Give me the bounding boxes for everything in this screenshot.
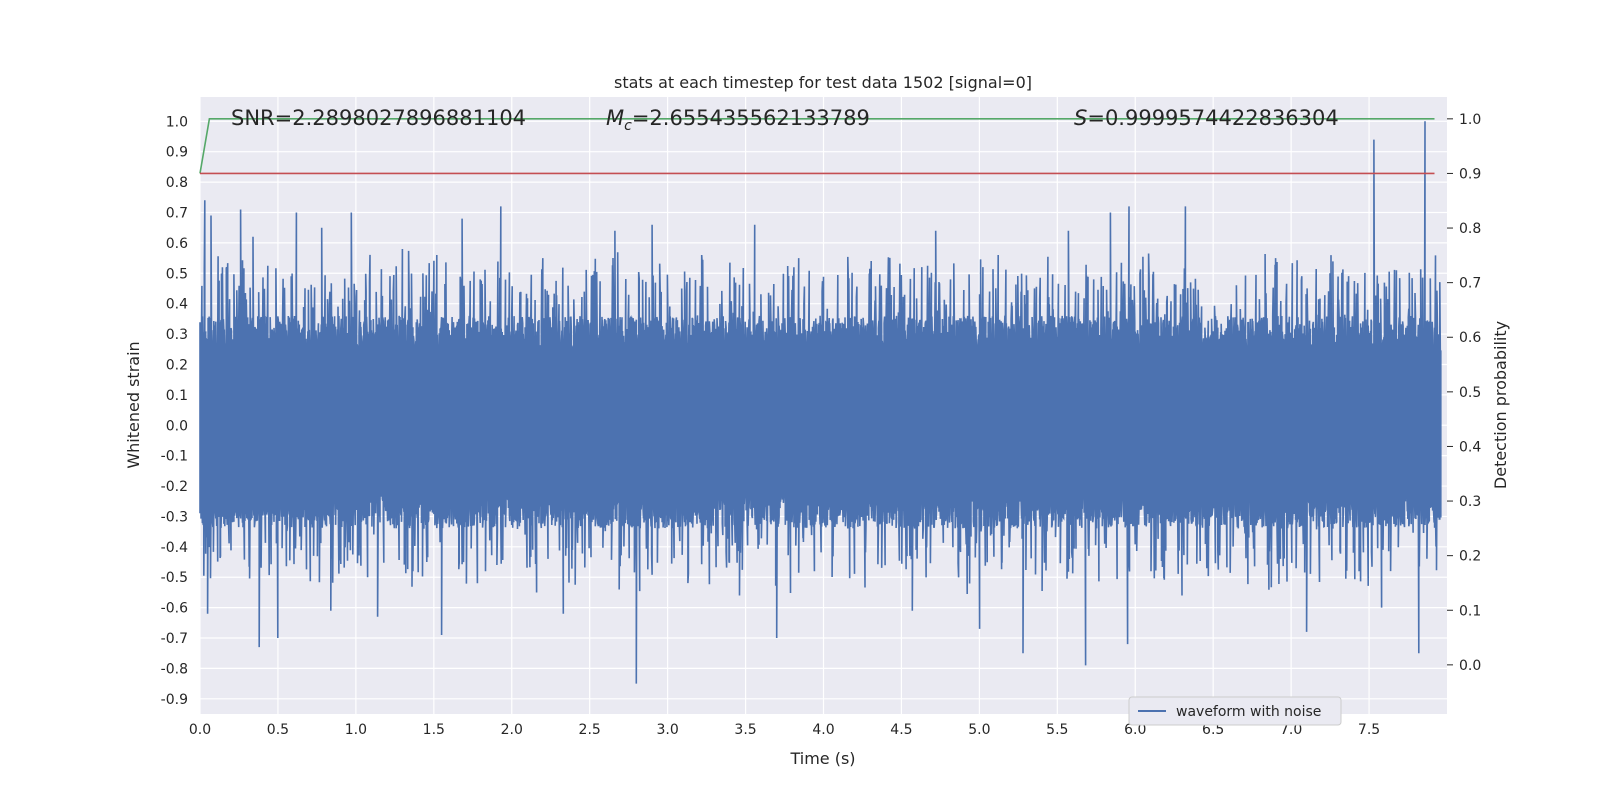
y-tick-label-left: 0.3 [166,327,188,343]
y-axis-label-left: Whitened strain [124,341,143,468]
y-tick-label-left: 0.5 [166,266,188,282]
y-axis-label-right: Detection probability [1491,321,1510,489]
y-tick-label-left: -0.7 [161,631,188,647]
y-tick-label-left: -0.9 [161,692,188,708]
x-tick-label: 6.0 [1124,722,1146,738]
x-tick-label: 2.0 [501,722,523,738]
s-value: =0.9999574422836304 [1087,106,1338,130]
y-tick-label-right: 0.2 [1459,549,1481,565]
y-tick-label-right: 0.1 [1459,603,1481,619]
y-tick-label-right: 1.0 [1459,112,1481,128]
s-symbol: S [1074,106,1087,130]
legend-entry-waveform: waveform with noise [1176,704,1321,720]
y-tick-label-right: 0.9 [1459,166,1481,182]
mc-subscript: c [624,118,632,134]
y-tick-label-left: -0.6 [161,601,188,617]
probability-line [199,118,1435,174]
x-axis-label: Time (s) [789,749,855,768]
y-tick-label-left: 1.0 [166,114,188,130]
x-tick-label: 4.5 [890,722,912,738]
mc-symbol: M [606,106,624,130]
x-tick-label: 4.0 [812,722,834,738]
x-tick-label: 2.5 [579,722,601,738]
mc-value: =2.655435562133789 [632,106,870,130]
x-tick-label: 0.5 [267,722,289,738]
annotation-s: S=0.9999574422836304 [1074,106,1339,130]
y-tick-label-left: -0.1 [161,449,188,465]
x-tick-label: 0.0 [189,722,211,738]
y-ticks-right: 1.0 0.9 0.8 0.7 0.6 0.5 0.4 0.3 0.2 0.1 0.0 [1447,112,1481,674]
y-tick-label-left: 0.4 [166,297,188,313]
y-tick-label-right: 0.3 [1459,494,1481,510]
x-tick-label: 7.5 [1358,722,1380,738]
x-tick-label: 5.0 [968,722,990,738]
x-tick-label: 7.0 [1280,722,1302,738]
y-tick-label-right: 0.8 [1459,221,1481,237]
y-tick-label-left: 0.2 [166,357,188,373]
y-tick-label-left: 0.1 [166,388,188,404]
annotation-snr: SNR=2.2898027896881104 [231,106,526,130]
x-ticks: 0.0 0.5 1.0 1.5 2.0 2.5 3.0 3.5 4.0 4.5 5.0 5.5 6.0 6… [189,722,1380,738]
probability-series [199,118,1435,175]
y-tick-label-left: 0.8 [166,175,188,191]
y-tick-label-left: -0.4 [161,540,188,556]
y-tick-label-left: -0.2 [161,479,188,495]
y-tick-label-left: -0.5 [161,570,188,586]
x-tick-label: 1.5 [423,722,445,738]
y-tick-label-left: -0.3 [161,509,188,525]
annotation-mc: Mc=2.655435562133789 [606,106,870,134]
y-tick-label-right: 0.5 [1459,385,1481,401]
y-tick-label-left: 0.9 [166,145,188,161]
x-tick-label: 3.5 [734,722,756,738]
waveform-series [199,121,1442,684]
x-tick-label: 5.5 [1046,722,1068,738]
y-tick-label-left: 0.6 [166,236,188,252]
y-ticks-left: 1.0 0.9 0.8 0.7 0.6 0.5 0.4 0.3 0.2 0.1 0.0 -0.1 -0.… [161,114,188,707]
y-tick-label-left: -0.8 [161,661,188,677]
y-tick-label-right: 0.0 [1459,658,1481,674]
y-tick-label-left: 0.7 [166,205,188,221]
waveform-core [200,364,1441,487]
chart-title: stats at each timestep for test data 150… [614,73,1032,92]
x-tick-label: 3.0 [656,722,678,738]
y-tick-label-left: 0.0 [166,418,188,434]
y-tick-label-right: 0.6 [1459,330,1481,346]
x-tick-label: 1.0 [345,722,367,738]
x-tick-label: 6.5 [1202,722,1224,738]
legend: waveform with noise [1128,696,1342,726]
legend-box [1128,696,1342,726]
y-tick-label-right: 0.4 [1459,439,1481,455]
y-tick-label-right: 0.7 [1459,276,1481,292]
